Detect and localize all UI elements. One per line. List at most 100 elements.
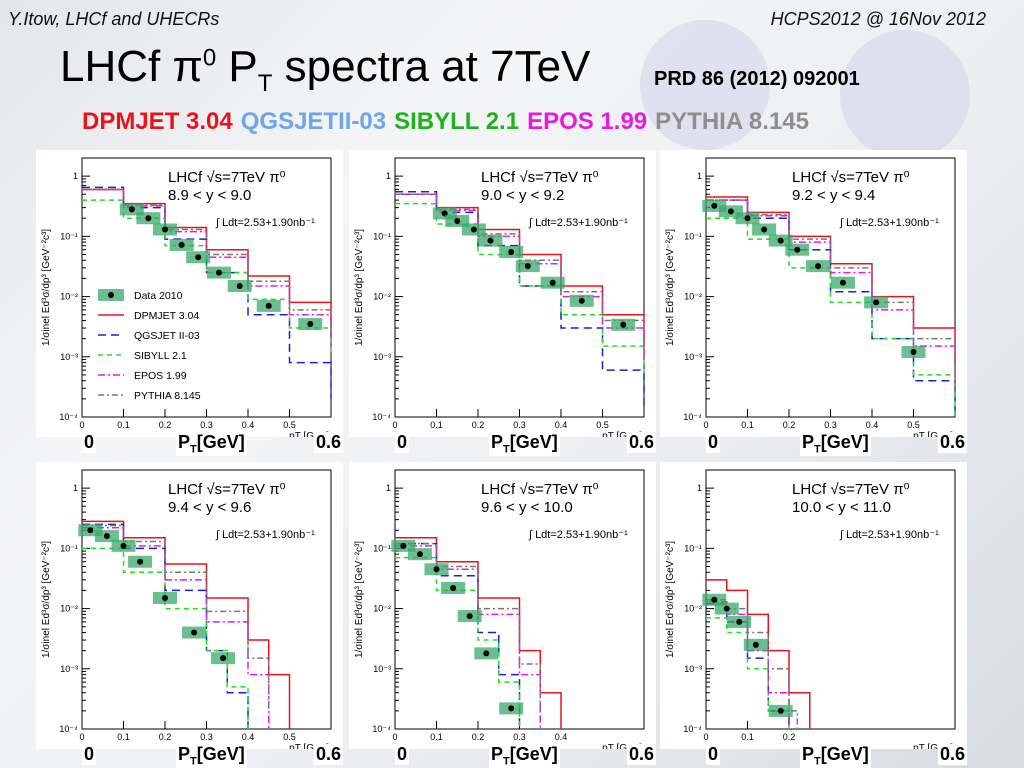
model-series xyxy=(706,199,956,375)
y-axis-label: 1/σinel Ed³σ/dp³ [GeV⁻²c³] xyxy=(354,541,365,658)
y-tick-label: 10⁻⁴ xyxy=(372,724,391,734)
pt-symbol: P xyxy=(178,744,191,764)
pt-symbol: P xyxy=(802,432,815,452)
data-point xyxy=(265,302,272,309)
x-max-label: 0.6 xyxy=(938,744,968,765)
x-tick-label: 0 xyxy=(392,732,397,742)
data-point xyxy=(727,208,734,215)
pt-axis-label: PT[GeV] xyxy=(800,432,871,456)
x-tick-label: 0 xyxy=(703,420,708,430)
x-tick-label: 0.2 xyxy=(472,420,485,430)
model-series xyxy=(706,579,811,729)
data-point xyxy=(178,241,185,248)
chart-luminosity: ∫ Ldt=2.53+1.90nb⁻¹ xyxy=(215,529,315,541)
spectrum-plot: 10⁻⁴ 10⁻³ 10⁻² 10⁻¹ 1 0 0.1 0.2 1/σinel Ed³σ/dp³… xyxy=(665,469,956,749)
model-series xyxy=(82,520,291,729)
model-series xyxy=(395,542,521,729)
model-series xyxy=(82,199,332,357)
y-tick-label: 10⁻¹ xyxy=(373,231,391,241)
legend-label: SIBYLL 2.1 xyxy=(134,350,187,362)
background-circle xyxy=(640,20,770,150)
data-point xyxy=(578,297,585,304)
legend-label: EPOS 1.99 xyxy=(134,370,187,382)
y-tick-label: 10⁻¹ xyxy=(60,543,78,553)
data-point xyxy=(87,527,94,534)
x-tick-label: 0.3 xyxy=(824,420,837,430)
data-point xyxy=(549,279,556,286)
header-author: Y.Itow, LHCf and UHECRs xyxy=(8,9,220,29)
data-point xyxy=(466,613,473,620)
data-point xyxy=(711,596,718,603)
spectrum-panel: 10⁻⁴ 10⁻³ 10⁻² 10⁻¹ 1 0 0.1 0.2 0.3 0.4 0.5 1/σinel… xyxy=(660,150,967,437)
chart-experiment: LHCf √s=7TeV π⁰ xyxy=(481,481,599,498)
y-tick-label: 10⁻⁴ xyxy=(59,724,78,734)
data-point xyxy=(508,705,515,712)
data-point xyxy=(215,269,222,276)
chart-rapidity: 9.6 < y < 10.0 xyxy=(481,499,573,516)
y-tick-label: 10⁻¹ xyxy=(60,231,78,241)
pt-symbol: P xyxy=(178,432,191,452)
y-tick-label: 1 xyxy=(386,483,391,493)
data-point xyxy=(416,551,423,558)
data-point xyxy=(744,215,751,222)
x-tick-label: 0.2 xyxy=(783,732,796,742)
data-point xyxy=(162,226,168,233)
x-tick-label: 0.3 xyxy=(200,732,213,742)
x-tick-label: 0.5 xyxy=(907,420,920,430)
spectrum-plot: 10⁻⁴ 10⁻³ 10⁻² 10⁻¹ 1 0 0.1 0.2 0.3 0.4 1/σinel Ed… xyxy=(354,469,645,749)
model-series xyxy=(395,536,562,729)
chart-experiment: LHCf √s=7TeV π⁰ xyxy=(792,481,910,498)
y-tick-label: 10⁻³ xyxy=(373,352,391,362)
y-tick-label: 10⁻² xyxy=(60,292,78,302)
model-series xyxy=(395,193,645,357)
data-point xyxy=(483,650,490,657)
y-tick-label: 10⁻² xyxy=(60,604,78,614)
y-axis-label: 1/σinel Ed³σ/dp³ [GeV⁻²c³] xyxy=(354,229,365,346)
data-point xyxy=(794,246,801,253)
y-tick-label: 1 xyxy=(386,171,391,181)
x-tick-label: 0.4 xyxy=(555,420,568,430)
pt-axis-label: PT[GeV] xyxy=(176,744,247,768)
slide-title: LHCf π0 PT spectra at 7TeV xyxy=(60,42,591,97)
data-point xyxy=(450,584,457,591)
data-point xyxy=(137,558,144,565)
x-min-label: 0 xyxy=(395,744,410,765)
legend-label: PYTHIA 8.145 xyxy=(134,390,201,402)
y-tick-label: 1 xyxy=(697,483,702,493)
data-point xyxy=(777,237,784,244)
y-tick-label: 10⁻⁴ xyxy=(683,724,702,734)
y-tick-label: 10⁻² xyxy=(684,292,702,302)
y-tick-label: 10⁻³ xyxy=(373,664,391,674)
data-point xyxy=(433,566,440,573)
y-axis-label: 1/σinel Ed³σ/dp³ [GeV⁻²c³] xyxy=(41,229,52,346)
data-point xyxy=(777,707,784,714)
x-max-label: 0.6 xyxy=(938,432,968,453)
y-axis-label: 1/σinel Ed³σ/dp³ [GeV⁻²c³] xyxy=(41,541,52,658)
data-point xyxy=(910,349,917,356)
x-tick-label: 0.3 xyxy=(200,420,213,430)
pt-axis-label: PT[GeV] xyxy=(489,432,560,456)
x-max-label: 0.6 xyxy=(627,744,657,765)
x-tick-label: 0 xyxy=(79,420,84,430)
x-tick-label: 0.5 xyxy=(596,420,609,430)
pt-axis-label: PT[GeV] xyxy=(489,744,560,768)
y-axis-label: 1/σinel Ed³σ/dp³ [GeV⁻²c³] xyxy=(665,229,676,346)
data-point xyxy=(723,605,730,612)
chart-rapidity: 10.0 < y < 11.0 xyxy=(792,499,891,516)
x-tick-label: 0.1 xyxy=(430,732,443,742)
y-tick-label: 10⁻³ xyxy=(60,352,78,362)
model-series xyxy=(706,617,790,729)
pt-subscript: T xyxy=(190,755,197,768)
model-series xyxy=(706,199,956,389)
data-point xyxy=(191,629,198,636)
legend-label: DPMJET 3.04 xyxy=(134,310,199,322)
pt-unit: [GeV] xyxy=(196,432,245,452)
x-tick-label: 0.4 xyxy=(242,732,255,742)
chart-luminosity: ∫ Ldt=2.53+1.90nb⁻¹ xyxy=(528,217,628,229)
y-tick-label: 10⁻³ xyxy=(60,664,78,674)
chart-rapidity: 8.9 < y < 9.0 xyxy=(168,187,251,204)
x-min-label: 0 xyxy=(395,432,410,453)
pt-subscript: T xyxy=(503,755,510,768)
x-min-label: 0 xyxy=(706,432,721,453)
y-tick-label: 10⁻² xyxy=(373,292,391,302)
